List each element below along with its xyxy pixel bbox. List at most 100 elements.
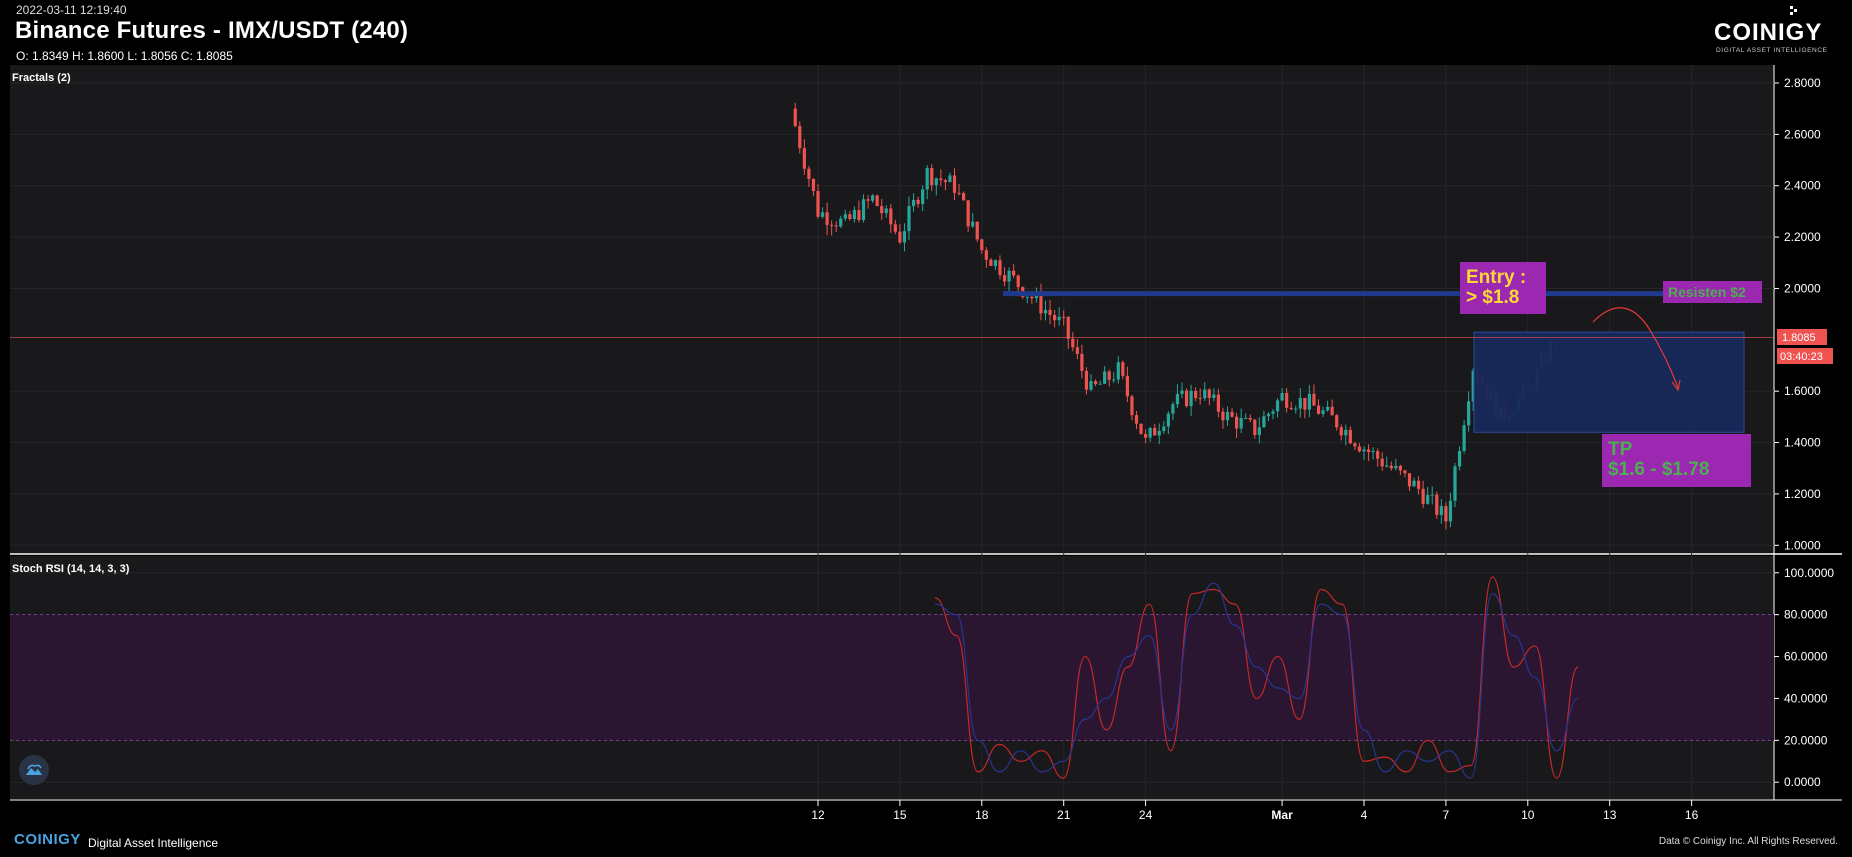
last-price-value: 1.8085 [1782, 332, 1816, 344]
price-indicator-label: Fractals (2) [12, 72, 71, 84]
candle-body [1225, 411, 1230, 421]
candle-body [962, 193, 966, 201]
tp-line2: $1.6 - $1.78 [1608, 459, 1709, 480]
footer-brand[interactable]: COINIGY [14, 831, 81, 848]
candle-body [1125, 375, 1129, 397]
candle-body [1180, 390, 1184, 394]
candle-body [1048, 309, 1052, 315]
candle-body [939, 178, 943, 181]
candle-body [1403, 470, 1407, 474]
resistance-annotation[interactable]: Resisten $2 [1663, 281, 1762, 303]
candle-body [1053, 314, 1057, 321]
candle-body [1189, 390, 1193, 407]
candle-body [1357, 446, 1362, 452]
candle-body [1453, 466, 1457, 501]
candle-body [1112, 379, 1116, 381]
candle-body [1253, 419, 1257, 435]
price-tick-label: 1.6000 [1784, 384, 1821, 398]
candle-body [793, 108, 797, 126]
candle-body [957, 192, 961, 194]
candle-body [1348, 429, 1352, 444]
candle-body [1066, 316, 1070, 339]
candle-body [952, 175, 957, 193]
candle-body [1080, 353, 1084, 371]
candle-body [1089, 381, 1093, 390]
candle-body [1230, 411, 1234, 417]
candle-body [1376, 451, 1380, 459]
candle-body [930, 167, 934, 186]
candle-body [1280, 393, 1284, 401]
candle-body [1435, 494, 1439, 515]
candle-body [898, 231, 902, 243]
price-tick-label: 2.8000 [1784, 76, 1821, 90]
countdown-value: 03:40:23 [1780, 351, 1823, 363]
candle-body [1298, 397, 1302, 409]
price-tick-label: 2.0000 [1784, 281, 1821, 295]
candle-body [871, 195, 875, 201]
candle-body [1312, 393, 1316, 406]
candle-body [880, 205, 884, 214]
candle-body [857, 210, 861, 221]
target-zone-box[interactable] [1473, 331, 1745, 433]
candle-body [866, 199, 870, 201]
time-tick-label: 16 [1685, 808, 1699, 822]
candle-body [1043, 309, 1048, 314]
candle-body [1303, 397, 1307, 410]
candles [793, 102, 1557, 530]
candle-body [934, 178, 938, 186]
candle-body [902, 231, 907, 243]
candle-body [816, 191, 820, 217]
candle-body [1339, 427, 1343, 436]
tp-line1: TP [1608, 439, 1633, 460]
candle-body [1398, 465, 1402, 471]
candle-body [921, 189, 925, 205]
candle-body [820, 212, 825, 217]
candle-body [1194, 390, 1198, 398]
svg-text:COINIGY: COINIGY [1714, 19, 1822, 46]
candle-body [1057, 316, 1061, 321]
candle-body [834, 225, 838, 227]
candle-body [1353, 443, 1357, 447]
candle-body [1462, 425, 1466, 451]
candle-body [1344, 429, 1348, 436]
candle-body [1412, 480, 1416, 487]
candle-body [1289, 407, 1293, 410]
candle-body [1098, 383, 1102, 385]
coinigy-logo[interactable]: COINIGY DIGITAL ASSET INTELLIGENCE [1710, 2, 1840, 54]
candle-body [1148, 427, 1152, 438]
candle-body [861, 199, 866, 221]
cloud-snapshot-icon[interactable] [19, 755, 49, 785]
ohlc-readout: O: 1.8349 H: 1.8600 L: 1.8056 C: 1.8085 [16, 49, 233, 63]
stoch-rsi-lines [934, 576, 1579, 779]
candle-body [1239, 418, 1243, 429]
candle-body [907, 206, 911, 232]
candle-body [802, 148, 806, 169]
candle-body [943, 180, 947, 183]
candle-body [925, 167, 929, 190]
candle-body [971, 221, 975, 227]
candle-body [1371, 451, 1375, 453]
candle-body [1330, 406, 1334, 416]
resistance-label: Resisten $2 [1668, 284, 1746, 300]
candle-body [848, 214, 852, 219]
candle-body [1266, 413, 1271, 417]
rsi-tick-label: 80.0000 [1784, 608, 1828, 622]
rsi-tick-label: 0.0000 [1784, 775, 1821, 789]
last-price-badge: 1.8085 [1777, 329, 1827, 345]
tp-annotation[interactable]: TP $1.6 - $1.78 [1602, 434, 1751, 487]
candle-body [1285, 393, 1289, 408]
candle-body [1262, 416, 1266, 428]
candle-body [1184, 390, 1189, 407]
chart-title: Binance Futures - IMX/USDT (240) [15, 17, 409, 44]
entry-annotation[interactable]: Entry : > $1.8 [1460, 262, 1546, 314]
candle-body [1307, 393, 1311, 410]
candle-body [1275, 400, 1280, 412]
candle-body [1467, 401, 1471, 426]
candle-body [984, 250, 988, 260]
time-tick-label: 13 [1603, 808, 1617, 822]
price-tick-label: 2.4000 [1784, 179, 1821, 193]
candle-body [975, 221, 979, 240]
candle-body [948, 175, 952, 183]
candle-body [807, 168, 811, 179]
